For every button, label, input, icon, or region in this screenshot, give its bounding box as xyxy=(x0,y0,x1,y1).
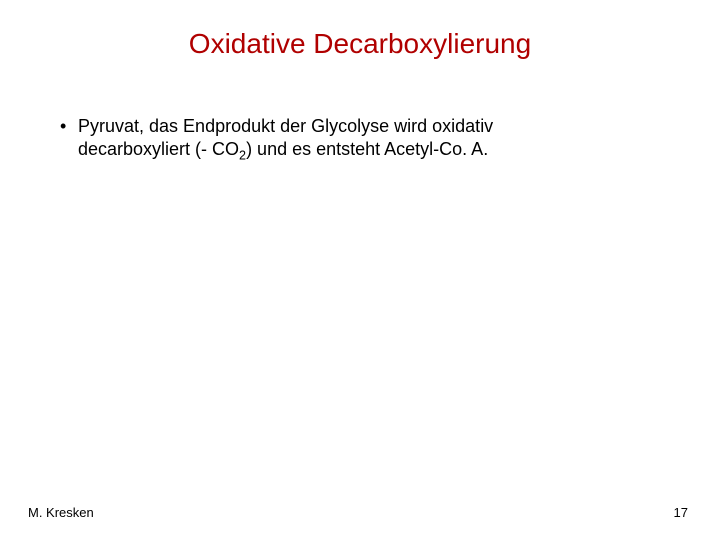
footer-author: M. Kresken xyxy=(28,505,94,520)
bullet-marker: • xyxy=(60,115,78,138)
bullet-text: Pyruvat, das Endprodukt der Glycolyse wi… xyxy=(78,115,660,160)
bullet-line-2-pre: decarboxyliert (- CO xyxy=(78,139,239,159)
page-number: 17 xyxy=(674,505,688,520)
bullet-line-2-post: ) und es entsteht Acetyl-Co. A. xyxy=(246,139,488,159)
slide-title: Oxidative Decarboxylierung xyxy=(0,28,720,60)
slide: Oxidative Decarboxylierung • Pyruvat, da… xyxy=(0,0,720,540)
bullet-item: • Pyruvat, das Endprodukt der Glycolyse … xyxy=(60,115,660,160)
bullet-line-1: Pyruvat, das Endprodukt der Glycolyse wi… xyxy=(78,116,493,136)
slide-body: • Pyruvat, das Endprodukt der Glycolyse … xyxy=(60,115,660,160)
bullet-line-2-sub: 2 xyxy=(239,148,246,162)
